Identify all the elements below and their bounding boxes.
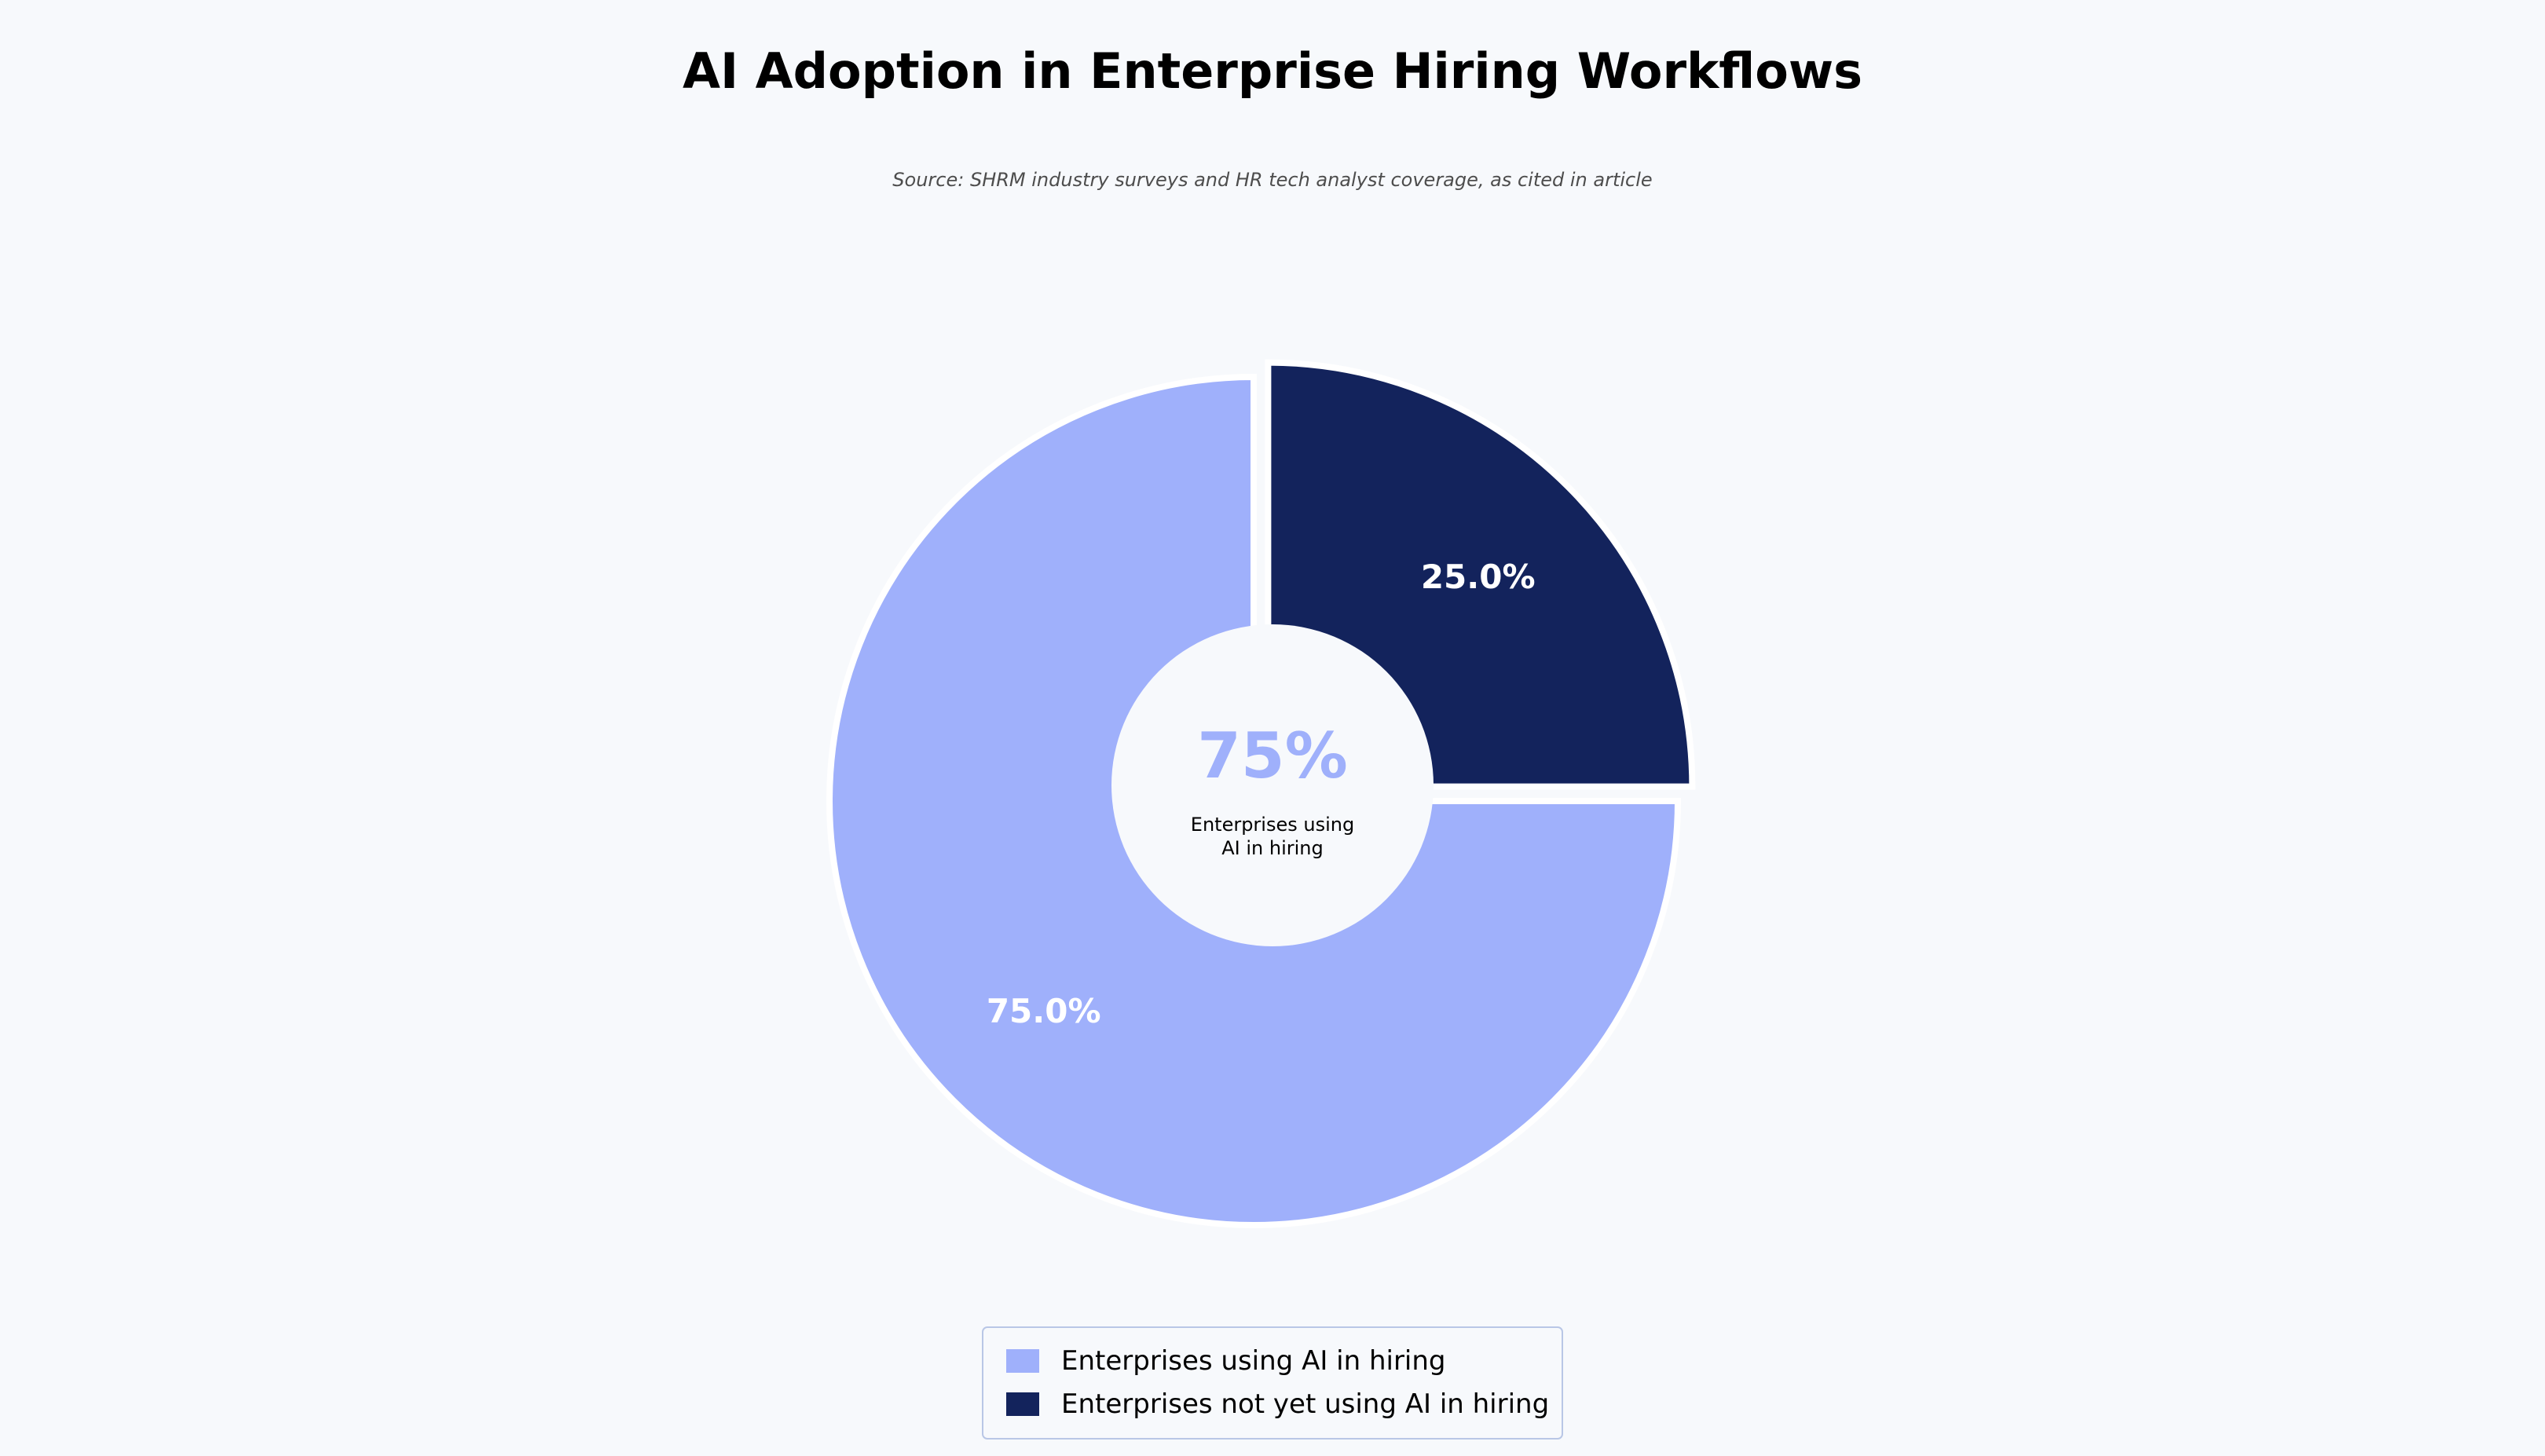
legend-swatch-using bbox=[1006, 1349, 1039, 1373]
slice-value-label-not-using: 25.0% bbox=[1421, 558, 1536, 596]
legend: Enterprises using AI in hiring Enterpris… bbox=[982, 1326, 1563, 1440]
legend-swatch-not-using bbox=[1006, 1392, 1039, 1416]
legend-label-using: Enterprises using AI in hiring bbox=[1061, 1345, 1446, 1377]
center-caption-line-1: Enterprises using bbox=[1191, 814, 1354, 836]
donut-hole bbox=[1111, 624, 1434, 946]
center-caption-line-2: AI in hiring bbox=[1221, 837, 1324, 859]
chart-subtitle: Source: SHRM industry surveys and HR tec… bbox=[892, 169, 1652, 191]
center-value: 75% bbox=[1197, 719, 1347, 792]
legend-frame bbox=[982, 1326, 1563, 1440]
chart-title: AI Adoption in Enterprise Hiring Workflo… bbox=[683, 42, 1862, 100]
legend-label-not-using: Enterprises not yet using AI in hiring bbox=[1061, 1388, 1549, 1420]
slice-value-label-using: 75.0% bbox=[987, 992, 1101, 1030]
